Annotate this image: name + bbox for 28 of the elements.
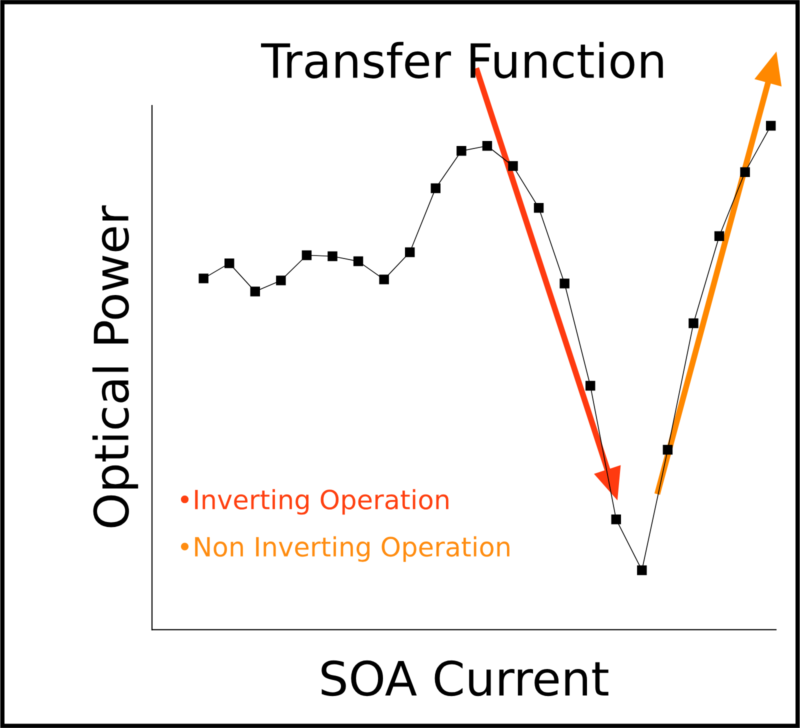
point	[353, 256, 364, 266]
point	[662, 444, 673, 455]
point	[766, 120, 776, 131]
point	[276, 276, 286, 286]
chart-title: Transfer Function	[261, 42, 663, 78]
point	[508, 161, 518, 171]
point	[198, 274, 208, 284]
x-axis-title: SOA Current	[322, 660, 608, 696]
point	[302, 250, 312, 260]
point	[688, 318, 698, 328]
point	[328, 251, 338, 262]
point	[224, 258, 234, 268]
point	[714, 231, 724, 241]
point	[482, 141, 492, 151]
point	[534, 203, 544, 213]
point	[611, 514, 621, 524]
annotation: •Inverting Operation	[180, 489, 448, 515]
point	[560, 278, 570, 288]
point	[456, 146, 466, 156]
point	[430, 183, 440, 194]
annotation: •Non Inverting Operation	[180, 536, 510, 562]
point	[404, 247, 415, 258]
point	[379, 274, 389, 284]
point	[585, 380, 596, 391]
point	[250, 286, 260, 296]
y-axis-title: Optical Power	[92, 205, 138, 528]
point	[740, 167, 750, 177]
point	[637, 565, 647, 576]
